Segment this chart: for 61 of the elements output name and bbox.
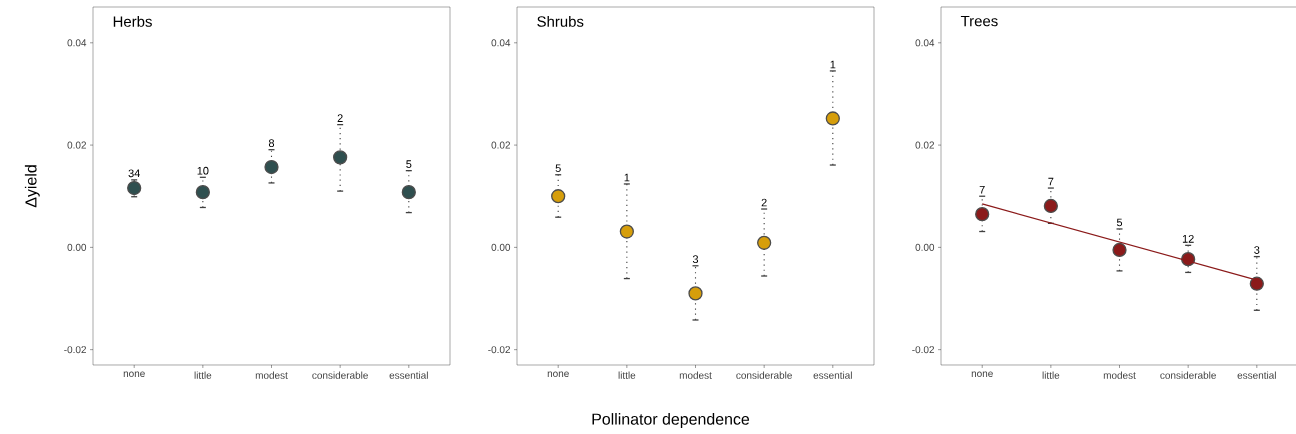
point xyxy=(975,207,990,222)
point xyxy=(688,286,703,301)
y-tick-label: 0.02 xyxy=(67,141,86,149)
annotation: 34 xyxy=(128,169,140,178)
x-tick-label: modest xyxy=(679,371,712,379)
point xyxy=(619,224,634,239)
y-tick-label: -0.02 xyxy=(488,346,510,354)
point xyxy=(1112,242,1127,258)
annotation: 2 xyxy=(761,198,767,207)
x-axis-title: Pollinator dependence xyxy=(592,413,750,428)
y-tick-label: -0.02 xyxy=(912,346,934,354)
point xyxy=(264,159,279,175)
y-axis-title: Δyield xyxy=(24,165,40,208)
annotation: 5 xyxy=(406,160,412,168)
point xyxy=(1249,276,1264,291)
y-tick-label: 0.04 xyxy=(491,39,511,47)
annotation: 1 xyxy=(830,60,836,69)
point xyxy=(825,111,840,126)
annotation: 3 xyxy=(692,255,699,264)
x-tick-label: essential xyxy=(813,371,852,379)
annotation: 12 xyxy=(1182,234,1194,243)
x-tick-label: considerable xyxy=(312,371,368,379)
point xyxy=(551,189,566,204)
point xyxy=(127,180,142,196)
annotation: 7 xyxy=(979,186,985,194)
y-tick-label: 0.04 xyxy=(915,39,935,47)
x-tick-label: considerable xyxy=(1160,371,1216,379)
x-tick-label: modest xyxy=(255,371,288,379)
annotation: 5 xyxy=(555,164,561,173)
point xyxy=(333,150,348,165)
point xyxy=(401,185,416,200)
point xyxy=(757,235,772,250)
x-tick-label: considerable xyxy=(736,371,792,379)
annotation: 5 xyxy=(1116,218,1123,227)
annotation: 2 xyxy=(337,114,343,122)
y-tick-label: 0.00 xyxy=(67,243,87,251)
annotation: 3 xyxy=(1254,246,1260,254)
y-tick-label: 0.02 xyxy=(491,141,510,149)
chart-title: Shrubs xyxy=(537,15,584,27)
x-tick-label: none xyxy=(547,371,569,377)
annotation: 10 xyxy=(197,166,209,175)
y-tick-label: 0.00 xyxy=(491,243,511,251)
x-tick-label: little xyxy=(618,371,636,379)
y-tick-label: 0.02 xyxy=(915,141,934,149)
x-tick-label: little xyxy=(1042,371,1060,379)
y-tick-label: 0.04 xyxy=(67,39,87,47)
x-tick-label: none xyxy=(123,371,145,377)
point xyxy=(195,185,210,200)
x-tick-label: modest xyxy=(1103,371,1136,379)
x-tick-label: little xyxy=(194,371,212,379)
annotation: 7 xyxy=(1048,177,1054,186)
y-tick-label: -0.02 xyxy=(64,346,86,354)
chart-title: Trees xyxy=(960,15,998,27)
annotation: 1 xyxy=(624,173,630,182)
x-tick-label: none xyxy=(971,371,993,377)
annotation: 8 xyxy=(268,139,275,147)
chart-title: Herbs xyxy=(113,15,152,27)
point xyxy=(1043,198,1058,214)
y-tick-label: 0.00 xyxy=(915,243,935,251)
x-tick-label: essential xyxy=(389,371,428,379)
x-tick-label: essential xyxy=(1237,371,1276,379)
